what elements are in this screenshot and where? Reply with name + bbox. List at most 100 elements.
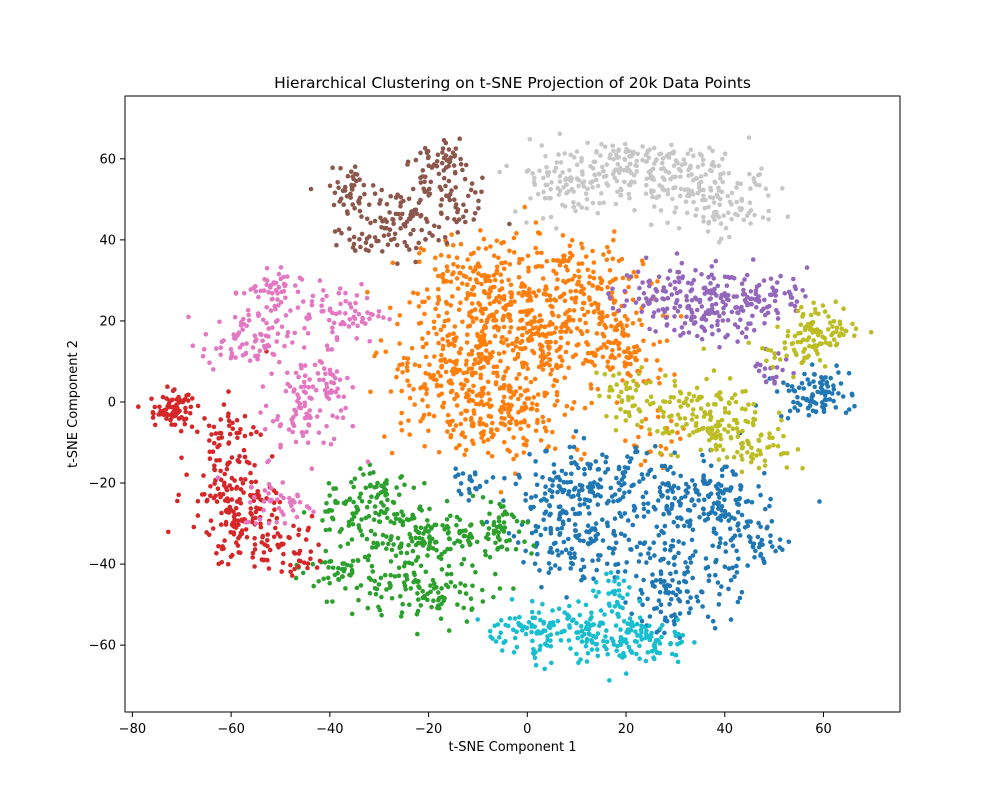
scatter-point <box>464 358 469 364</box>
scatter-point <box>597 172 602 177</box>
scatter-point <box>547 549 553 555</box>
scatter-point <box>345 375 350 381</box>
scatter-point <box>718 436 724 442</box>
scatter-point <box>242 454 248 460</box>
scatter-point <box>474 316 479 321</box>
scatter-point <box>359 517 364 522</box>
scatter-point <box>720 179 725 185</box>
scatter-point <box>831 387 837 392</box>
scatter-point <box>408 231 413 237</box>
scatter-point <box>358 583 364 588</box>
scatter-point <box>262 542 268 547</box>
scatter-point <box>334 337 340 343</box>
scatter-point <box>464 391 470 396</box>
scatter-point <box>488 244 493 249</box>
scatter-point <box>542 511 547 516</box>
scatter-point <box>343 405 348 411</box>
scatter-point <box>317 377 322 383</box>
scatter-point <box>395 192 400 198</box>
scatter-point <box>379 594 384 600</box>
scatter-point <box>451 270 456 275</box>
scatter-point <box>398 204 403 209</box>
scatter-point <box>432 581 437 587</box>
scatter-point <box>612 516 618 521</box>
scatter-point <box>579 628 585 634</box>
scatter-point <box>634 573 639 579</box>
scatter-point <box>818 385 824 391</box>
scatter-point <box>631 378 636 384</box>
scatter-point <box>590 200 596 206</box>
scatter-point <box>585 186 590 192</box>
scatter-point <box>399 509 404 514</box>
scatter-point <box>250 550 256 556</box>
scatter-point <box>579 241 584 247</box>
scatter-point <box>714 209 719 215</box>
scatter-point <box>436 287 441 292</box>
scatter-point <box>311 509 316 515</box>
scatter-point <box>229 486 234 492</box>
scatter-point <box>686 173 691 178</box>
scatter-point <box>436 450 442 455</box>
scatter-point <box>208 484 213 489</box>
scatter-point <box>397 362 402 368</box>
scatter-point <box>249 479 254 485</box>
scatter-point <box>477 264 482 269</box>
scatter-point <box>414 211 420 217</box>
scatter-point <box>712 401 717 407</box>
scatter-point <box>571 493 576 499</box>
scatter-point <box>644 296 649 301</box>
scatter-point <box>372 218 378 224</box>
scatter-point <box>213 431 219 436</box>
scatter-point <box>699 324 704 330</box>
scatter-point <box>641 624 647 629</box>
scatter-point <box>284 333 290 339</box>
scatter-point <box>652 656 657 662</box>
scatter-point <box>758 433 764 438</box>
scatter-point <box>762 321 767 326</box>
scatter-point <box>655 279 660 284</box>
scatter-point <box>512 356 518 362</box>
scatter-point <box>598 280 604 286</box>
scatter-point <box>281 541 286 547</box>
scatter-point <box>693 268 698 273</box>
scatter-point <box>628 361 633 367</box>
scatter-point <box>266 521 272 526</box>
scatter-point <box>588 528 593 533</box>
scatter-point <box>583 191 589 197</box>
scatter-point <box>746 135 752 140</box>
scatter-point <box>426 295 431 301</box>
scatter-point <box>514 453 519 458</box>
scatter-point <box>684 396 689 401</box>
scatter-point <box>448 580 454 585</box>
scatter-point <box>422 311 427 317</box>
scatter-point <box>637 656 642 661</box>
scatter-point <box>825 384 831 389</box>
scatter-point <box>721 305 726 311</box>
scatter-point <box>209 432 214 437</box>
scatter-point <box>715 283 721 289</box>
scatter-point <box>356 311 362 317</box>
scatter-point <box>457 443 462 448</box>
scatter-point <box>563 329 569 335</box>
scatter-point <box>327 493 333 498</box>
scatter-point <box>409 538 415 544</box>
scatter-point <box>365 310 370 315</box>
scatter-point <box>694 385 700 391</box>
scatter-point <box>216 544 221 549</box>
scatter-point <box>692 314 697 320</box>
scatter-point <box>425 404 431 409</box>
scatter-point <box>425 155 431 161</box>
scatter-point <box>348 573 353 578</box>
scatter-point <box>422 444 428 449</box>
scatter-point <box>436 393 442 398</box>
scatter-point <box>376 582 382 587</box>
scatter-point <box>771 443 776 448</box>
scatter-point <box>639 365 644 370</box>
scatter-point <box>752 212 757 218</box>
scatter-point <box>326 317 332 323</box>
scatter-point <box>446 178 452 184</box>
scatter-point <box>439 352 444 358</box>
scatter-point <box>834 329 839 335</box>
scatter-point <box>592 309 597 314</box>
scatter-point <box>428 583 433 588</box>
